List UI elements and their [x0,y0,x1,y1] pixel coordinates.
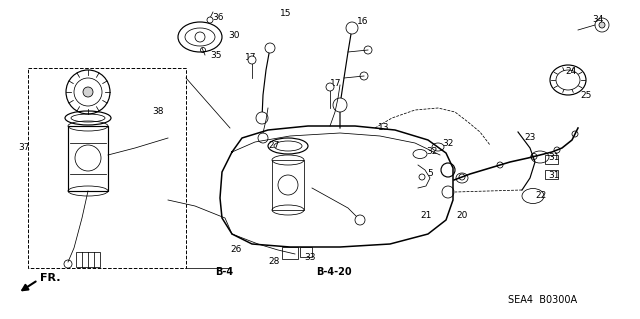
Bar [272,160,304,210]
Text: 17: 17 [330,78,342,87]
Text: 22: 22 [535,190,547,199]
Text: 13: 13 [378,123,390,132]
Text: B-4-20: B-4-20 [316,267,351,277]
Text: 24: 24 [565,68,576,77]
Text: 38: 38 [152,108,163,116]
Polygon shape [220,126,453,247]
Text: 37: 37 [18,144,29,152]
Bar [300,247,312,257]
Bar [545,170,558,179]
Bar [28,68,186,268]
Circle shape [599,22,605,28]
Text: 31: 31 [548,152,559,161]
Text: 31: 31 [548,172,559,181]
Text: 21: 21 [420,211,431,219]
Text: 35: 35 [210,50,221,60]
Text: 33: 33 [304,254,316,263]
Text: 15: 15 [280,10,291,19]
Text: 36: 36 [212,13,223,23]
Circle shape [248,56,256,64]
Text: 25: 25 [580,91,591,100]
Text: 26: 26 [230,246,241,255]
Bar [282,247,298,259]
Circle shape [326,83,334,91]
Circle shape [207,17,213,23]
Circle shape [256,112,268,124]
Text: FR.: FR. [40,273,61,283]
Circle shape [265,43,275,53]
Bar [76,252,100,267]
Text: 23: 23 [524,133,536,143]
Text: 30: 30 [228,31,239,40]
Bar [545,155,558,164]
Text: 27: 27 [268,140,280,150]
Text: 28: 28 [268,257,280,266]
Text: 34: 34 [592,16,604,25]
Text: B-4: B-4 [215,267,233,277]
Text: 17: 17 [245,53,257,62]
Text: 32: 32 [442,139,453,149]
Text: 20: 20 [456,211,467,219]
Text: 16: 16 [357,18,369,26]
Text: 5: 5 [427,168,433,177]
Circle shape [333,98,347,112]
Circle shape [83,87,93,97]
Bar [68,126,108,191]
Text: 32: 32 [426,147,437,157]
Circle shape [346,22,358,34]
Text: SEA4  B0300A: SEA4 B0300A [508,295,577,305]
Circle shape [355,215,365,225]
